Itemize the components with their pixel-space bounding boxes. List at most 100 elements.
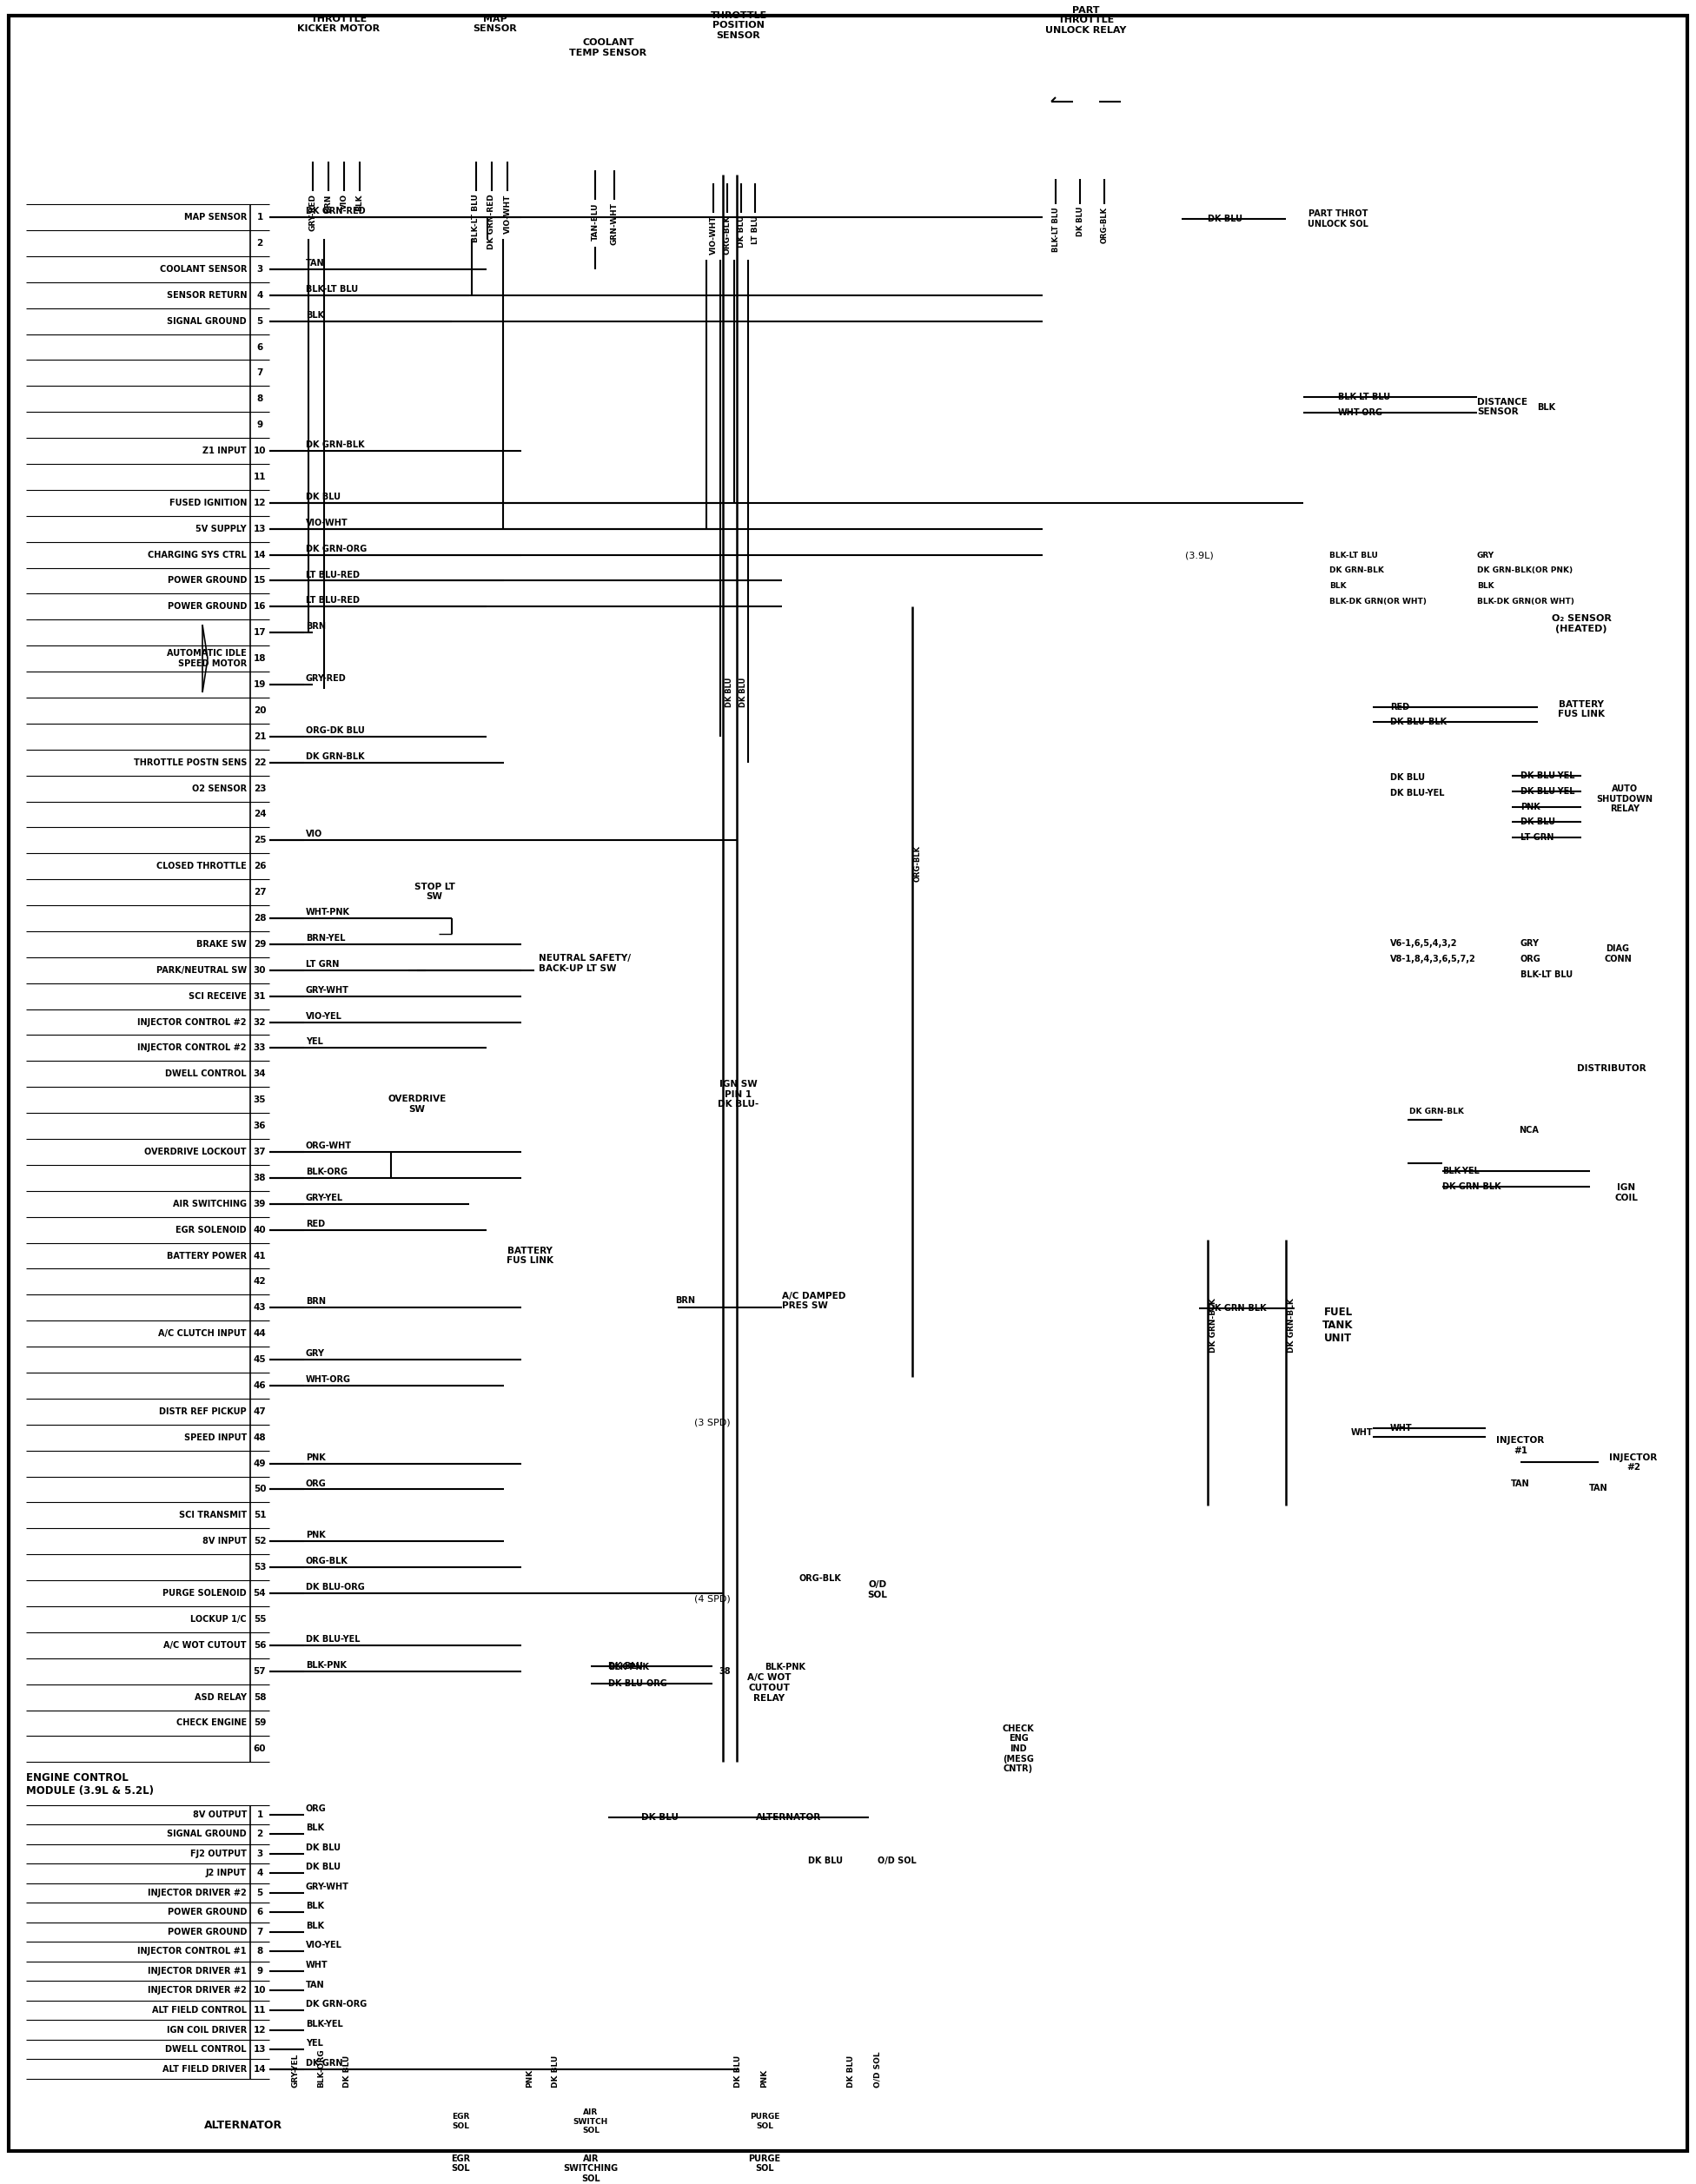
Text: 2: 2 xyxy=(256,238,263,247)
Text: BLK: BLK xyxy=(1537,402,1555,411)
Text: 59: 59 xyxy=(253,1719,266,1728)
Bar xyxy=(1591,1171,1664,1214)
Text: ASD RELAY: ASD RELAY xyxy=(195,1693,246,1701)
Text: ORG: ORG xyxy=(1521,954,1542,963)
Text: 22: 22 xyxy=(253,758,266,767)
Text: 15: 15 xyxy=(253,577,266,585)
Text: DISTR REF PICKUP: DISTR REF PICKUP xyxy=(159,1406,246,1415)
Text: DIAG
CONN: DIAG CONN xyxy=(1604,946,1632,963)
Text: ALT FIELD CONTROL: ALT FIELD CONTROL xyxy=(153,2005,246,2014)
Text: YEL: YEL xyxy=(305,1037,324,1046)
Text: PURGE SOLENOID: PURGE SOLENOID xyxy=(163,1590,246,1599)
Text: PART
THROTTLE
UNLOCK RELAY: PART THROTTLE UNLOCK RELAY xyxy=(1045,7,1126,35)
Text: 40: 40 xyxy=(253,1225,266,1234)
Text: O/D SOL: O/D SOL xyxy=(873,2051,882,2088)
Text: LT GRN: LT GRN xyxy=(305,959,339,968)
Text: DK BLU: DK BLU xyxy=(1208,214,1243,223)
Text: 11: 11 xyxy=(253,2005,266,2014)
Text: PNK: PNK xyxy=(1521,802,1540,810)
Text: PNK: PNK xyxy=(305,1531,326,1540)
Bar xyxy=(974,1710,1065,1787)
Text: PNK: PNK xyxy=(526,2068,534,2088)
Text: 43: 43 xyxy=(253,1304,266,1313)
Text: OVERDRIVE LOCKOUT: OVERDRIVE LOCKOUT xyxy=(144,1147,246,1155)
Text: INJECTOR DRIVER #2: INJECTOR DRIVER #2 xyxy=(148,1985,246,1994)
Text: FUEL
TANK
UNIT: FUEL TANK UNIT xyxy=(1323,1306,1353,1343)
Text: CHECK ENGINE: CHECK ENGINE xyxy=(176,1719,246,1728)
Text: 8: 8 xyxy=(256,395,263,404)
Text: BLK: BLK xyxy=(1330,583,1347,590)
Text: YEL: YEL xyxy=(305,2040,324,2049)
Text: 45: 45 xyxy=(253,1356,266,1365)
Text: ORG-BLK: ORG-BLK xyxy=(914,845,923,882)
Text: DK GRN-ORG: DK GRN-ORG xyxy=(305,544,366,553)
Text: ALTERNATOR: ALTERNATOR xyxy=(756,1813,821,1821)
Text: INJECTOR CONTROL #2: INJECTOR CONTROL #2 xyxy=(137,1044,246,1053)
Text: 52: 52 xyxy=(253,1538,266,1546)
Text: 26: 26 xyxy=(253,863,266,871)
Text: LT BLU: LT BLU xyxy=(751,216,758,245)
Text: VIO-WHT: VIO-WHT xyxy=(709,216,717,256)
Text: DK GRN-BLK: DK GRN-BLK xyxy=(1442,1182,1501,1190)
Text: ORG: ORG xyxy=(305,1804,326,1813)
Text: BRN: BRN xyxy=(675,1297,695,1306)
Bar xyxy=(712,1658,826,1719)
Text: 56: 56 xyxy=(253,1640,266,1649)
Text: AUTOMATIC IDLE
SPEED MOTOR: AUTOMATIC IDLE SPEED MOTOR xyxy=(166,649,246,668)
Text: BLK: BLK xyxy=(1477,583,1494,590)
Text: WHT: WHT xyxy=(1350,1428,1372,1437)
Bar xyxy=(25,1804,270,2079)
Text: PARK/NEUTRAL SW: PARK/NEUTRAL SW xyxy=(156,965,246,974)
Text: DK GRN-RED: DK GRN-RED xyxy=(488,194,495,249)
Text: (3 SPD): (3 SPD) xyxy=(694,1417,731,1426)
Text: BLK-YEL: BLK-YEL xyxy=(1442,1166,1479,1175)
Text: DK BLU: DK BLU xyxy=(1075,207,1084,236)
Text: BLK: BLK xyxy=(305,310,324,319)
Text: RED: RED xyxy=(305,1219,326,1227)
Text: DK GRN-BLK: DK GRN-BLK xyxy=(1208,1304,1267,1313)
Text: THROTTLE
POSITION
SENSOR: THROTTLE POSITION SENSOR xyxy=(711,11,767,39)
Text: IGN COIL DRIVER: IGN COIL DRIVER xyxy=(166,2025,246,2033)
Text: NCA: NCA xyxy=(1520,1127,1538,1136)
Text: BRN: BRN xyxy=(305,1297,326,1306)
Text: INJECTOR DRIVER #2: INJECTOR DRIVER #2 xyxy=(148,1889,246,1898)
Text: V6-1,6,5,4,3,2: V6-1,6,5,4,3,2 xyxy=(1391,939,1457,948)
Text: DK BLU: DK BLU xyxy=(1521,819,1555,826)
Text: BRN: BRN xyxy=(324,194,332,212)
Text: BATTERY POWER: BATTERY POWER xyxy=(166,1251,246,1260)
Text: BLK-LT BLU: BLK-LT BLU xyxy=(1330,550,1377,559)
Text: BLK-LT BLU: BLK-LT BLU xyxy=(471,194,480,242)
Text: 8V INPUT: 8V INPUT xyxy=(202,1538,246,1546)
Text: 9: 9 xyxy=(256,422,263,430)
Text: 5: 5 xyxy=(256,1889,263,1898)
Bar xyxy=(1581,769,1669,830)
Text: 46: 46 xyxy=(253,1380,266,1389)
Text: 16: 16 xyxy=(253,603,266,612)
Text: WHT-PNK: WHT-PNK xyxy=(305,909,349,917)
Text: 19: 19 xyxy=(253,679,266,688)
Text: EGR
SOL: EGR SOL xyxy=(451,2153,470,2173)
Text: 51: 51 xyxy=(253,1511,266,1520)
Text: GRY-WHT: GRY-WHT xyxy=(305,1883,349,1891)
Text: IGN
COIL: IGN COIL xyxy=(1615,1184,1638,1201)
Text: LT BLU-RED: LT BLU-RED xyxy=(305,570,360,579)
Text: 4: 4 xyxy=(256,1870,263,1878)
Text: BLK-ORG: BLK-ORG xyxy=(317,2049,326,2088)
Text: 5V SUPPLY: 5V SUPPLY xyxy=(195,524,246,533)
Text: DK BLU-YEL: DK BLU-YEL xyxy=(305,1636,360,1645)
Bar xyxy=(712,1660,736,1682)
Text: ORG: ORG xyxy=(305,1479,326,1487)
Text: BRN: BRN xyxy=(305,622,326,631)
Bar xyxy=(1286,205,1391,234)
Text: 7: 7 xyxy=(256,369,263,378)
Text: INJECTOR
#1: INJECTOR #1 xyxy=(1496,1435,1545,1455)
Text: BLK-YEL: BLK-YEL xyxy=(305,2020,343,2029)
Text: SCI TRANSMIT: SCI TRANSMIT xyxy=(178,1511,246,1520)
Text: WHT-ORG: WHT-ORG xyxy=(305,1376,351,1385)
Bar xyxy=(1486,1428,1555,1463)
Text: DK BLU-YEL: DK BLU-YEL xyxy=(1521,771,1576,780)
Text: AIR
SWITCH
SOL: AIR SWITCH SOL xyxy=(573,2108,609,2134)
Text: 6: 6 xyxy=(256,343,263,352)
Text: 10: 10 xyxy=(253,446,266,454)
Text: DK BLU: DK BLU xyxy=(807,1856,843,1865)
